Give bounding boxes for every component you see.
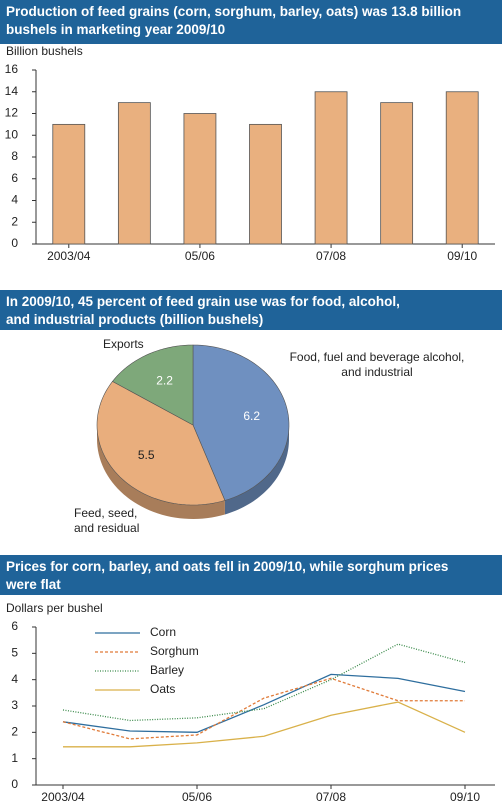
- y-tick-label: 6: [11, 171, 18, 185]
- pie-slice: [192, 344, 290, 501]
- y-tick-label: 4: [11, 672, 18, 686]
- x-tick-label: 2003/04: [41, 790, 85, 804]
- x-tick-label: 05/06: [182, 790, 212, 804]
- data-label: 2.2: [156, 374, 173, 388]
- pie-side: [224, 425, 289, 515]
- y-tick-label: 6: [11, 619, 18, 633]
- y-tick-label: 14: [5, 84, 19, 98]
- pie-label: Feed, seed, and residual: [74, 506, 140, 535]
- y-tick-label: 4: [11, 193, 18, 207]
- x-tick-label: 09/10: [447, 249, 477, 263]
- y-tick-label: 1: [11, 751, 18, 765]
- y-axis-label: Billion bushels: [6, 44, 83, 58]
- y-tick-label: 0: [11, 236, 18, 250]
- line: [62, 677, 465, 740]
- chart-title: In 2009/10, 45 percent of feed grain use…: [0, 290, 502, 330]
- y-tick-label: 0: [11, 777, 18, 791]
- x-tick-label: 05/06: [185, 249, 215, 263]
- y-tick-label: 5: [11, 646, 18, 660]
- y-tick-label: 10: [5, 127, 19, 141]
- bar: [52, 123, 86, 245]
- data-label: 6.2: [243, 409, 260, 423]
- data-label: 5.5: [138, 448, 155, 462]
- chart-title: Production of feed grains (corn, sorghum…: [0, 0, 502, 44]
- y-tick-label: 12: [5, 106, 19, 120]
- x-tick-label: 09/10: [450, 790, 480, 804]
- legend-label: Barley: [150, 663, 184, 677]
- y-tick-label: 8: [11, 149, 18, 163]
- pie-label: Food, fuel and beverage alcohol, and ind…: [289, 350, 465, 379]
- x-tick-label: 2003/04: [47, 249, 91, 263]
- bar: [249, 123, 282, 245]
- x-tick-label: 07/08: [316, 249, 346, 263]
- line: [62, 673, 466, 733]
- line: [62, 643, 466, 722]
- y-tick-label: 3: [11, 698, 18, 712]
- legend-label: Corn: [150, 625, 176, 639]
- bar: [314, 91, 348, 245]
- y-tick-label: 2: [11, 725, 18, 739]
- x-tick-label: 07/08: [316, 790, 346, 804]
- chart-title: Prices for corn, barley, and oats fell i…: [0, 555, 502, 595]
- bar: [183, 113, 217, 245]
- pie-slice: [96, 381, 226, 506]
- y-axis-label: Dollars per bushel: [6, 601, 103, 615]
- bar: [380, 102, 414, 245]
- pie-slice: [112, 344, 194, 426]
- y-tick-label: 16: [5, 62, 19, 76]
- pie-label: Exports: [103, 337, 144, 351]
- y-tick-label: 2: [11, 214, 18, 228]
- pie-side: [97, 425, 225, 519]
- legend-label: Sorghum: [150, 644, 199, 658]
- line: [63, 701, 466, 748]
- bar: [117, 102, 151, 245]
- legend-label: Oats: [150, 682, 175, 696]
- bar: [445, 91, 479, 245]
